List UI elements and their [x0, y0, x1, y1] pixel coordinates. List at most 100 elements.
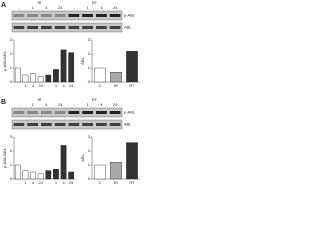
- y-axis-label: p-ABL/ABL: [2, 147, 7, 168]
- y-tick-label: 2: [10, 148, 13, 153]
- band: [82, 111, 93, 114]
- lane-label: 1: [32, 5, 35, 10]
- panel-label: B: [1, 99, 6, 106]
- lane-label: 4: [100, 5, 103, 10]
- y-tick-label: 1: [88, 162, 91, 167]
- bar: [37, 76, 44, 83]
- bar: [53, 69, 59, 83]
- row-label: ABL: [124, 122, 132, 127]
- band: [96, 123, 107, 126]
- band: [109, 14, 121, 17]
- bar: [60, 145, 67, 180]
- x-tick-label: 4: [62, 83, 65, 88]
- bar: [14, 164, 21, 180]
- y-tick-label: 3: [10, 37, 13, 42]
- x-tick-label: 1: [55, 180, 58, 185]
- band: [109, 123, 121, 126]
- x-tick-label: 1: [55, 83, 58, 88]
- bar: [53, 168, 59, 180]
- bar: [94, 164, 106, 180]
- row-label: p-ABL: [124, 13, 136, 18]
- bar: [110, 71, 122, 83]
- lane-label: 1: [87, 5, 90, 10]
- bar: [30, 73, 36, 83]
- band: [54, 26, 66, 29]
- y-axis-label: ABL: [80, 56, 85, 64]
- blot-strip: [11, 22, 123, 33]
- y-tick-label: 3: [88, 37, 91, 42]
- bar: [22, 170, 29, 180]
- lane-label: -: [18, 5, 20, 10]
- lane-label: 4: [100, 102, 103, 107]
- lane-label: -: [18, 102, 20, 107]
- band: [68, 14, 80, 17]
- band: [41, 123, 52, 126]
- x-tick-label: 24: [69, 83, 74, 88]
- x-tick-label: 24: [69, 180, 74, 185]
- x-tick-label: -: [17, 180, 19, 185]
- band: [109, 26, 121, 29]
- x-tick-label: 1: [24, 83, 27, 88]
- band: [13, 123, 25, 126]
- x-tick-label: -: [48, 83, 50, 88]
- band: [96, 26, 107, 29]
- band: [27, 111, 38, 114]
- band: [68, 26, 80, 29]
- x-tick-label: 1: [24, 180, 27, 185]
- band: [109, 111, 121, 114]
- y-axis-label: p-ABL/ABL: [2, 50, 7, 71]
- bar: [126, 142, 138, 180]
- lane-label: 4: [45, 5, 48, 10]
- bar: [94, 67, 106, 83]
- band: [54, 111, 66, 114]
- bar: [126, 51, 138, 83]
- bar: [60, 49, 67, 83]
- lane-label: 24: [113, 102, 118, 107]
- group-label: RT: [92, 97, 98, 102]
- x-tick-label: -: [48, 180, 50, 185]
- bar: [14, 67, 21, 83]
- bar: [22, 74, 29, 83]
- row-label: p-ABL: [124, 110, 136, 115]
- band: [41, 111, 52, 114]
- y-tick-label: 3: [88, 134, 91, 139]
- x-tick-label: 24: [38, 180, 43, 185]
- band: [13, 14, 25, 17]
- group-label: RT: [92, 0, 98, 5]
- band: [82, 26, 93, 29]
- lane-label: 1: [32, 102, 35, 107]
- band: [68, 123, 80, 126]
- blot-strip: [11, 107, 123, 118]
- x-tick-label: IR: [114, 180, 118, 185]
- band: [82, 14, 93, 17]
- x-tick-label: 4: [32, 83, 35, 88]
- y-tick-label: 2: [10, 51, 13, 56]
- panel-label: A: [1, 2, 6, 9]
- x-tick-label: 4: [32, 180, 35, 185]
- band: [54, 14, 66, 17]
- x-tick-label: RT: [129, 180, 135, 185]
- bar: [68, 171, 75, 180]
- y-tick-label: 3: [10, 134, 13, 139]
- lane-label: 1: [87, 102, 90, 107]
- band: [96, 111, 107, 114]
- band: [27, 14, 38, 17]
- x-tick-label: -: [17, 83, 19, 88]
- x-tick-label: 4: [62, 180, 65, 185]
- y-tick-label: 0: [88, 79, 91, 84]
- y-tick-label: 1: [10, 65, 13, 70]
- y-tick-label: 0: [10, 79, 13, 84]
- group-label: IR: [38, 0, 42, 5]
- bar: [68, 52, 75, 83]
- y-tick-label: 0: [10, 176, 13, 181]
- y-tick-label: 1: [88, 65, 91, 70]
- bar: [45, 74, 52, 83]
- lane-label: 24: [113, 5, 118, 10]
- band: [13, 26, 25, 29]
- bar: [37, 173, 44, 180]
- band: [41, 26, 52, 29]
- y-tick-label: 0: [88, 176, 91, 181]
- band: [41, 14, 52, 17]
- y-axis-label: ABL: [80, 153, 85, 161]
